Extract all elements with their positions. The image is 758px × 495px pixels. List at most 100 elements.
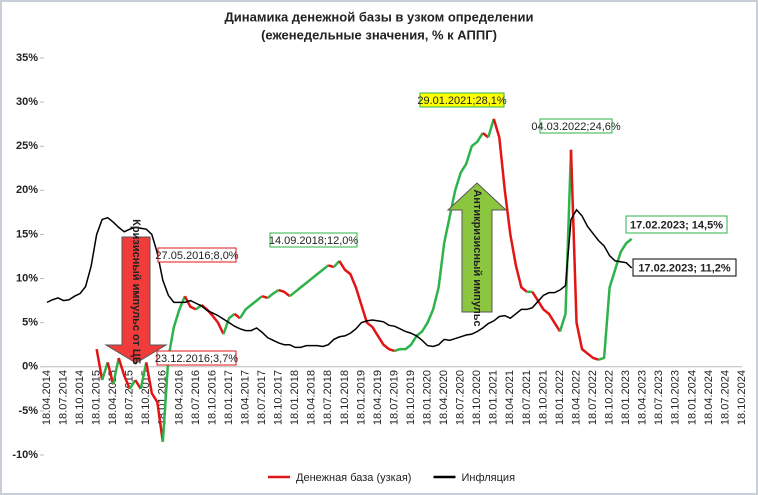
x-tick-label: 18.10.2016 [206,370,218,425]
annotation-text: 27.05.2016;8,0% [155,250,238,262]
y-tick-label: 10% [16,272,38,284]
series-line [46,208,633,349]
x-tick-label: 18.07.2016 [190,370,202,425]
y-tick-label: 20% [16,184,38,196]
line-segment [106,362,115,385]
line-segment [278,288,291,298]
line-segment [338,260,395,353]
x-tick-label: 18.01.2015 [91,370,103,425]
x-tick-label: 18.04.2015 [107,370,119,425]
line-segment [100,361,109,381]
annotation-box [632,258,737,277]
x-tick-label: 18.04.2023 [637,370,649,425]
x-tick-label: 18.07.2024 [719,370,731,425]
line-segment [598,237,633,361]
y-tick-label: 25% [16,140,38,152]
annotation-text: 14.09.2018;12,0% [269,235,359,247]
x-tick-label: 18.10.2024 [736,370,748,425]
annotation-text: 17.02.2023; 14,5% [630,219,723,231]
annotation-box [156,350,237,366]
x-tick-label: 18.01.2024 [686,370,698,425]
x-tick-label: 18.04.2024 [703,370,715,425]
x-tick-label: 18.10.2020 [471,370,483,425]
annotation-box [625,215,728,234]
line-segment [327,264,335,269]
x-tick-label: 18.10.2018 [339,370,351,425]
line-segment [238,295,263,319]
x-tick-label: 18.07.2021 [521,370,533,425]
annotation-box [539,118,613,134]
line-segment [531,291,562,333]
x-tick-label: 18.10.2022 [604,370,616,425]
x-tick-label: 18.01.2021 [488,370,500,425]
line-segment [569,149,599,361]
legend-label: Инфляция [461,472,515,484]
line-segment [487,118,495,138]
arrow-label: Антикризисный импульс [471,189,483,326]
x-tick-label: 18.04.2014 [41,370,53,425]
arrow [104,236,168,364]
x-tick-label: 18.10.2019 [405,370,417,425]
arrow-label: Кризисный импульс от ЦБ [130,219,142,365]
annotation-box [157,247,237,263]
line-segment [394,132,484,353]
annotation-box [419,92,505,108]
line-segment [183,295,197,311]
arrow [446,182,508,313]
annotation-text: 23.12.2016;3,7% [155,353,238,365]
x-tick-label: 18.10.2017 [273,370,285,425]
x-tick-label: 18.01.2022 [554,370,566,425]
chart-subtitle: (еженедельные значения, % к АППГ) [261,27,497,42]
annotation-text: 17.02.2023; 11,2% [638,262,731,274]
line-segment [111,357,120,385]
legend-label: Денежная база (узкая) [296,472,411,484]
x-tick-label: 18.07.2023 [653,370,665,425]
x-tick-label: 18.01.2018 [289,370,301,425]
line-segment [558,149,573,332]
line-segment [145,362,165,442]
x-tick-label: 18.04.2016 [173,370,185,425]
line-segment [492,118,528,293]
line-segment [117,357,131,390]
y-tick-label: -5% [18,405,38,417]
annotation-text: 29.01.2021;28,1% [417,95,507,107]
x-tick-label: 18.04.2020 [438,370,450,425]
line-segment [261,295,269,300]
line-segment [332,260,341,268]
x-tick-label: 18.04.2021 [504,370,516,425]
x-tick-label: 18.04.2022 [570,370,582,425]
annotation-box [269,232,358,248]
y-tick-label: 0% [22,361,38,373]
line-segment [128,379,137,390]
x-tick-label: 18.07.2017 [256,370,268,425]
x-tick-label: 18.04.2017 [239,370,251,425]
x-tick-label: 18.07.2022 [587,370,599,425]
line-segment [95,348,104,381]
line-segment [139,362,148,390]
x-tick-label: 18.01.2023 [620,370,632,425]
y-tick-label: 5% [22,317,38,329]
x-tick-label: 18.01.2019 [355,370,367,425]
x-tick-label: 18.10.2014 [74,370,86,425]
x-tick-label: 18.07.2014 [57,370,69,425]
annotation-text: 04.03.2022;24,6% [531,121,621,133]
x-tick-label: 18.07.2018 [322,370,334,425]
line-segment [266,288,280,299]
x-tick-label: 18.10.2021 [537,370,549,425]
x-tick-label: 18.01.2020 [422,370,434,425]
y-tick-label: 30% [16,96,38,108]
y-tick-label: -10% [12,449,38,461]
x-tick-label: 18.07.2020 [455,370,467,425]
line-segment [222,312,236,335]
y-tick-label: 35% [16,52,38,64]
x-tick-label: 18.07.2019 [388,370,400,425]
x-tick-label: 18.10.2023 [670,370,682,425]
line-segment [288,264,330,298]
chart-title: Динамика денежной базы в узком определен… [225,9,534,24]
line-segment [161,295,187,442]
x-tick-label: 18.04.2019 [372,370,384,425]
y-tick-label: 15% [16,228,38,240]
x-tick-label: 18.04.2018 [306,370,318,425]
x-tick-label: 18.01.2017 [223,370,235,425]
